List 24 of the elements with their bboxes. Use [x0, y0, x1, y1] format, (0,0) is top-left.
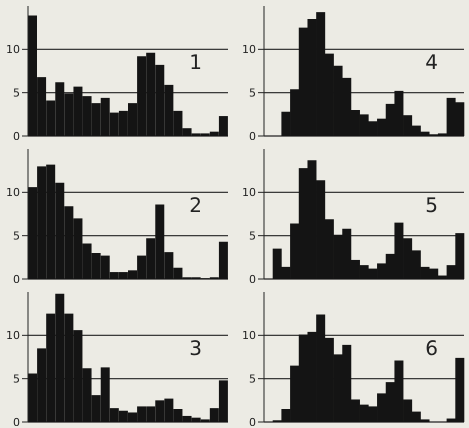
y-tick-label: 5	[13, 372, 20, 386]
y-tick-label: 10	[6, 43, 20, 56]
y-tick-label: 5	[249, 86, 256, 100]
y-tick-label: 10	[6, 186, 20, 200]
annotation: 4	[425, 50, 438, 74]
y-tick-label: 0	[13, 416, 20, 428]
y-tick-label: 0	[13, 130, 20, 143]
y-tick-label: 5	[13, 230, 20, 243]
annotation: 5	[425, 193, 438, 217]
annotation: 1	[189, 50, 202, 74]
y-tick-label: 5	[249, 230, 256, 243]
y-tick-label: 0	[13, 272, 20, 286]
y-tick-label: 10	[242, 329, 256, 342]
annotation: 3	[189, 336, 202, 360]
y-tick-label: 0	[249, 272, 256, 286]
y-tick-label: 10	[242, 43, 256, 56]
y-tick-label: 5	[13, 86, 20, 100]
annotation: 2	[189, 193, 202, 217]
y-tick-label: 0	[249, 416, 256, 428]
annotation: 6	[425, 336, 438, 360]
y-tick-label: 5	[249, 372, 256, 386]
y-tick-label: 0	[249, 130, 256, 143]
y-tick-label: 10	[242, 186, 256, 200]
y-tick-label: 10	[6, 329, 20, 342]
